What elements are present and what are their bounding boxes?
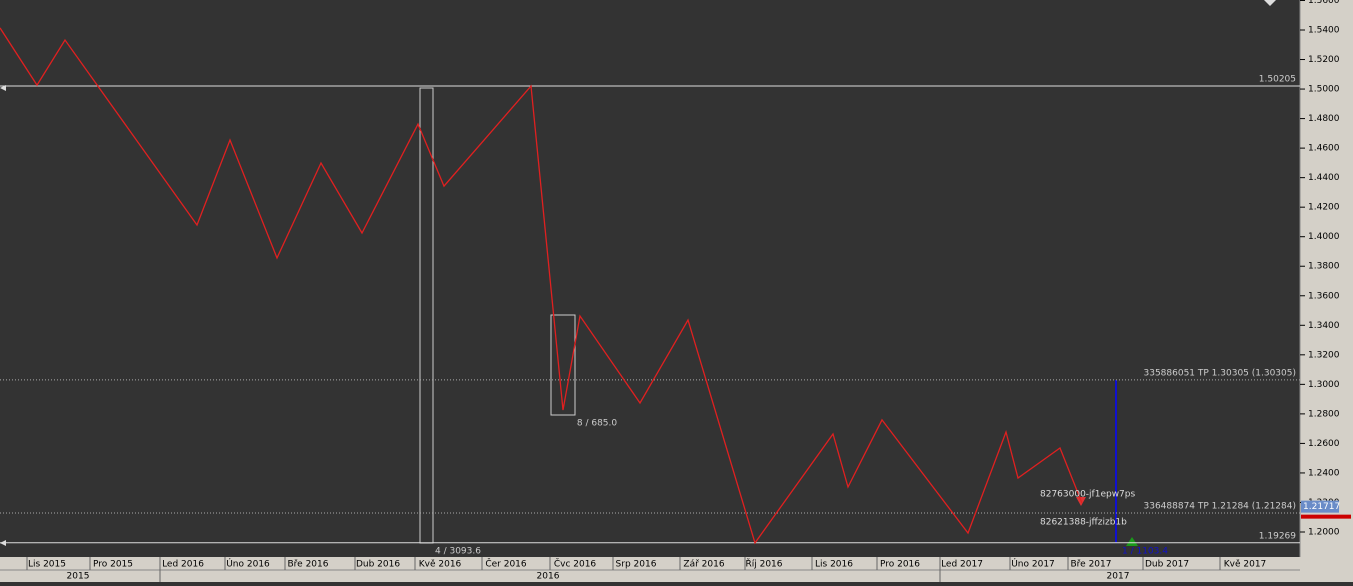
level-label: 1.19269	[1259, 531, 1296, 541]
level-label: 335886051 TP 1.30305 (1.30305)	[1144, 368, 1297, 378]
month-label: Bře 2017	[1071, 560, 1112, 570]
y-tick-label: 1.3200	[1308, 350, 1340, 360]
y-tick-label: 1.2800	[1308, 409, 1340, 419]
annotation: 8 / 685.0	[577, 419, 618, 429]
month-label: Kvě 2016	[419, 560, 462, 570]
y-tick-label: 1.4000	[1308, 232, 1340, 242]
current-price-box	[1301, 500, 1339, 513]
month-label: Lis 2015	[28, 560, 66, 570]
level-arrow	[0, 85, 6, 91]
y-tick-label: 1.4800	[1308, 114, 1340, 124]
plot-area	[0, 0, 1300, 557]
level-label: 1.50205	[1259, 75, 1296, 85]
y-tick-label: 1.2400	[1308, 468, 1340, 478]
year-label: 2016	[537, 572, 560, 582]
month-label: Pro 2016	[880, 560, 920, 570]
y-tick-label: 1.3400	[1308, 321, 1340, 331]
month-label: Dub 2016	[356, 560, 400, 570]
month-label: Led 2016	[162, 560, 204, 570]
y-tick-label: 1.4200	[1308, 203, 1340, 213]
y-tick-label: 1.2600	[1308, 439, 1340, 449]
y-tick-label: 1.5000	[1308, 85, 1340, 95]
month-label: Dub 2017	[1145, 560, 1189, 570]
bid-marker	[1301, 514, 1351, 519]
y-tick-label: 1.5200	[1308, 55, 1340, 65]
level-arrow	[0, 540, 6, 546]
month-label: Pro 2015	[93, 560, 133, 570]
y-tick-label: 1.5400	[1308, 26, 1340, 36]
y-tick-label: 1.4600	[1308, 144, 1340, 154]
month-label: Led 2017	[941, 560, 983, 570]
y-tick-label: 1.2000	[1308, 528, 1340, 538]
y-tick-label: 1.3800	[1308, 262, 1340, 272]
month-label: Říj 2016	[745, 559, 782, 570]
annotation: 1 / 1103.4	[1122, 547, 1168, 557]
y-tick-label: 1.5600	[1308, 0, 1340, 6]
month-label: Bře 2016	[288, 560, 329, 570]
month-label: Srp 2016	[616, 560, 657, 570]
y-tick-label: 1.4400	[1308, 173, 1340, 183]
annotation: 4 / 3093.6	[435, 547, 481, 557]
range-box	[550, 314, 576, 416]
annotation: 82763000-jf1epw7ps	[1040, 490, 1136, 500]
current-price-label: 1.21717	[1303, 502, 1340, 512]
month-label: Čer 2016	[485, 558, 527, 570]
zigzag	[0, 27, 1083, 545]
month-label: Úno 2017	[1011, 558, 1055, 570]
month-label: Čvc 2016	[554, 558, 597, 570]
level-label: 336488874 TP 1.21284 (1.21284)	[1144, 502, 1297, 512]
buy-arrow	[1126, 537, 1138, 546]
year-label: 2015	[67, 572, 90, 582]
year-label: 2017	[1107, 572, 1130, 582]
y-tick-label: 1.3600	[1308, 291, 1340, 301]
scroll-arrow[interactable]	[1264, 0, 1276, 6]
month-label: Lis 2016	[815, 560, 853, 570]
month-label: Zář 2016	[683, 560, 724, 570]
price-axis	[1300, 0, 1353, 582]
y-tick-label: 1.3000	[1308, 380, 1340, 390]
month-label: Kvě 2017	[1224, 560, 1267, 570]
annotation: 82621388-jffzizb1b	[1040, 518, 1127, 528]
month-label: Úno 2016	[226, 558, 270, 570]
